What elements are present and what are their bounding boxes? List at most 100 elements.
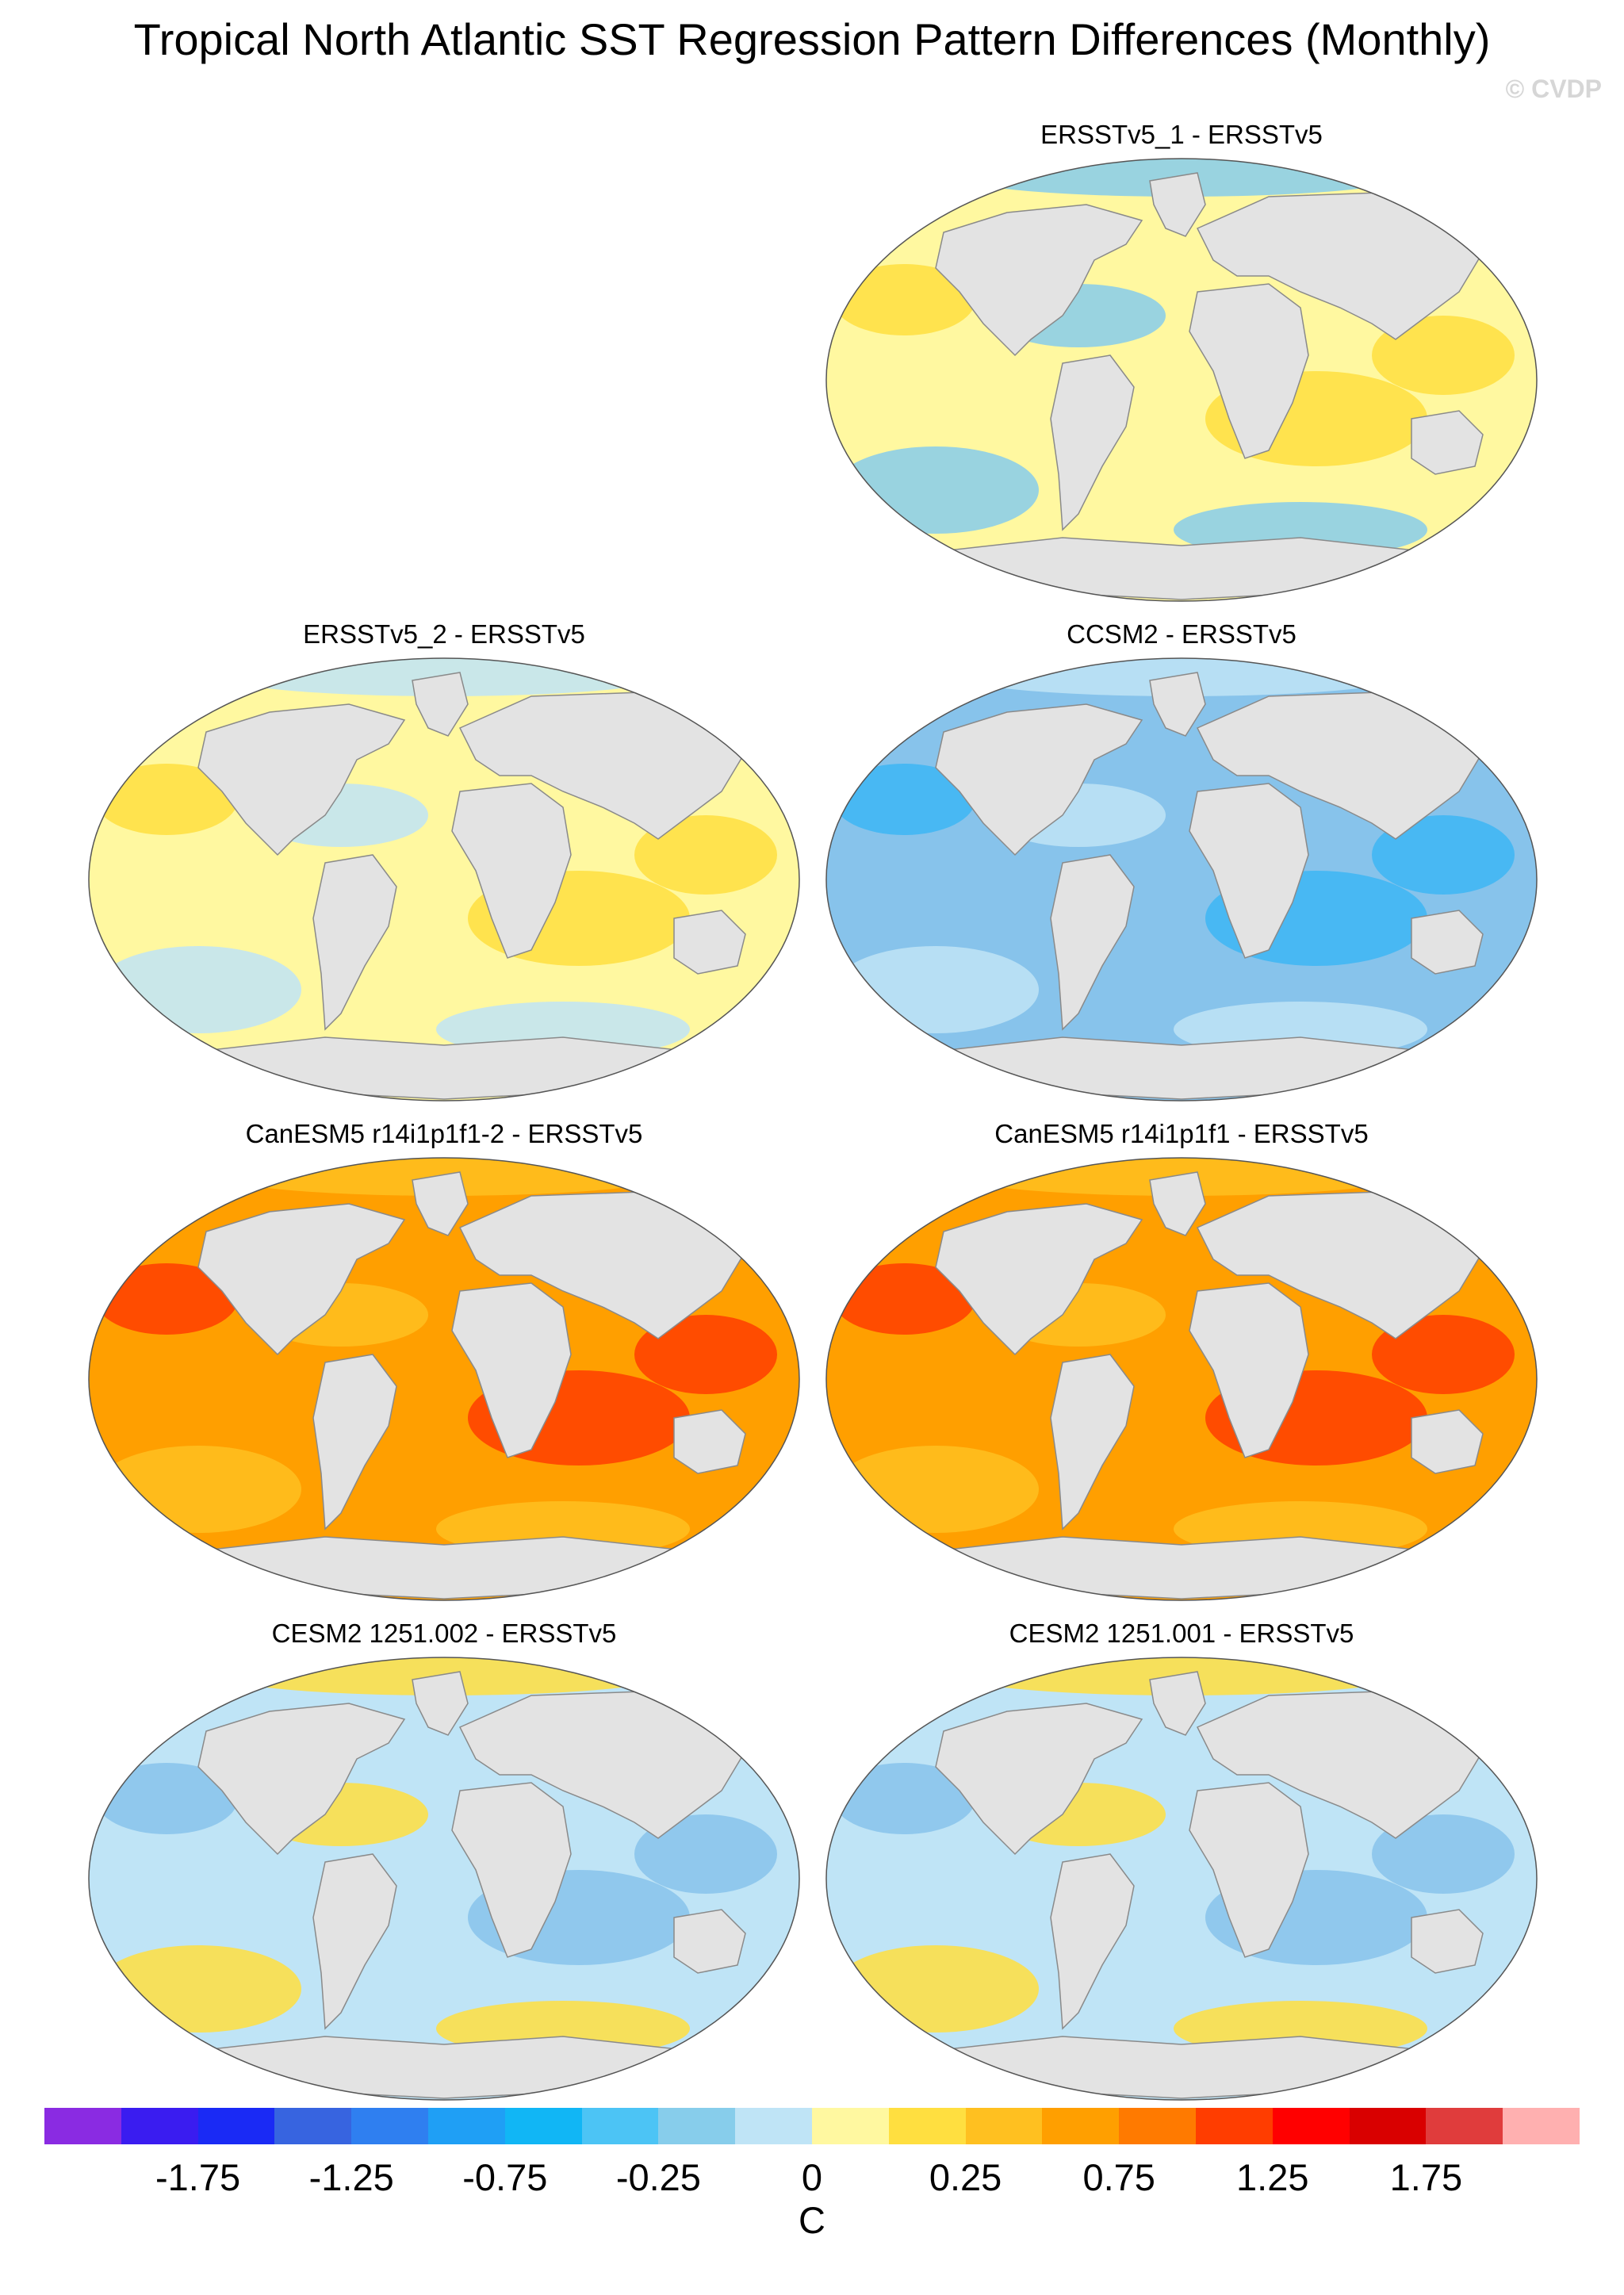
land-mass	[1149, 172, 1206, 237]
world-map	[88, 1157, 800, 1601]
anomaly-region	[95, 1945, 301, 2033]
colorbar-swatch	[1503, 2108, 1580, 2144]
colorbar-swatch	[197, 2108, 275, 2144]
world-map	[825, 1157, 1538, 1601]
anomaly-region	[1372, 1814, 1515, 1894]
colorbar-unit: C	[799, 2199, 825, 2241]
colorbar-swatch	[1272, 2108, 1350, 2144]
colorbar-swatch	[658, 2108, 736, 2144]
land-mass	[1189, 783, 1309, 959]
land-mass	[673, 1409, 746, 1474]
colorbar-swatch	[1349, 2108, 1427, 2144]
panel-title: ERSSTv5_2 - ERSSTv5	[303, 619, 585, 649]
anomaly-region	[1372, 815, 1515, 895]
cvdp-credit: © CVDP	[1505, 75, 1602, 103]
colorbar-tick-label: -1.75	[155, 2156, 241, 2198]
world-map	[825, 1657, 1538, 2101]
land-mass	[412, 672, 469, 737]
anomaly-region	[634, 1814, 777, 1894]
map-panel: CESM2 1251.002 - ERSSTv5	[87, 1618, 801, 2109]
panel-title: CCSM2 - ERSSTv5	[1067, 619, 1297, 649]
panel-title: ERSSTv5_1 - ERSSTv5	[1040, 120, 1323, 149]
anomaly-region	[833, 446, 1039, 534]
land-mass	[935, 204, 1143, 357]
map-panel: CESM2 1251.001 - ERSSTv5	[825, 1618, 1538, 2109]
colorbar-tick-label: 0.25	[929, 2156, 1002, 2198]
map-panel: CanESM5 r14i1p1f1 - ERSSTv5	[825, 1118, 1538, 1610]
land-mass	[197, 703, 406, 856]
land-mass	[412, 1171, 469, 1236]
colorbar-swatch	[581, 2108, 659, 2144]
anomaly-region	[833, 946, 1039, 1033]
anomaly-region	[95, 1446, 301, 1533]
map-panel: CCSM2 - ERSSTv5	[825, 619, 1538, 1110]
anomaly-region	[833, 264, 975, 335]
land-mass	[1149, 672, 1206, 737]
map-panel: ERSSTv5_2 - ERSSTv5	[87, 619, 801, 1110]
colorbar-swatch	[274, 2108, 352, 2144]
colorbar-swatch	[735, 2108, 813, 2144]
colorbar-swatch	[888, 2108, 967, 2144]
colorbar-swatch	[1119, 2108, 1197, 2144]
land-mass	[197, 1203, 406, 1356]
anomaly-region	[833, 1263, 975, 1335]
map-outline	[825, 657, 1538, 1102]
colorbar-swatch	[121, 2108, 199, 2144]
anomaly-region	[95, 946, 301, 1033]
anomaly-region	[95, 764, 238, 835]
land-mass	[1050, 354, 1135, 531]
world-map	[88, 657, 800, 1102]
land-mass	[935, 703, 1143, 856]
land-mass	[1149, 1671, 1206, 1736]
colorbar-tick-label: 1.25	[1236, 2156, 1309, 2198]
land-mass	[180, 2036, 708, 2099]
panel-title: CESM2 1251.001 - ERSSTv5	[1009, 1619, 1354, 1648]
land-mass	[451, 1782, 572, 1958]
colorbar-swatch	[965, 2108, 1043, 2144]
panel-title: CESM2 1251.002 - ERSSTv5	[271, 1619, 617, 1648]
colorbar-swatch	[1426, 2108, 1503, 2144]
colorbar-swatch	[428, 2108, 506, 2144]
map-outline	[88, 657, 800, 1102]
anomaly-region	[95, 1263, 238, 1335]
colorbar-swatch	[1042, 2108, 1120, 2144]
colorbar-swatch	[44, 2108, 122, 2144]
land-mass	[935, 1203, 1143, 1356]
map-outline	[88, 1157, 800, 1601]
anomaly-region	[634, 1315, 777, 1394]
anomaly-region	[833, 1763, 975, 1834]
land-mass	[312, 1853, 397, 2030]
land-mass	[1411, 910, 1484, 975]
land-mass	[917, 1036, 1446, 1100]
anomaly-region	[1372, 316, 1515, 395]
land-mass	[197, 1703, 406, 1856]
colorbar-swatch	[351, 2108, 429, 2144]
land-mass	[412, 1671, 469, 1736]
world-map	[825, 657, 1538, 1102]
anomaly-region	[833, 1446, 1039, 1533]
land-mass	[1149, 1171, 1206, 1236]
map-panel: CanESM5 r14i1p1f1-2 - ERSSTv5	[87, 1118, 801, 1610]
colorbar-tick-label: 0.75	[1082, 2156, 1155, 2198]
colorbar-tick-label: -0.25	[615, 2156, 701, 2198]
land-mass	[1411, 1909, 1484, 1974]
land-mass	[1050, 1354, 1135, 1531]
land-mass	[1050, 854, 1135, 1031]
land-mass	[1189, 1782, 1309, 1958]
land-mass	[312, 1354, 397, 1531]
land-mass	[1189, 1282, 1309, 1458]
land-mass	[1189, 283, 1309, 459]
land-mass	[1411, 410, 1484, 475]
land-mass	[917, 2036, 1446, 2099]
land-mass	[917, 1536, 1446, 1600]
colorbar-swatch	[504, 2108, 583, 2144]
land-mass	[312, 854, 397, 1031]
land-mass	[180, 1536, 708, 1600]
colorbar-swatch	[1196, 2108, 1274, 2144]
anomaly-region	[634, 815, 777, 895]
colorbar-tick-label: 0	[801, 2156, 823, 2198]
land-mass	[917, 537, 1446, 600]
anomaly-region	[1372, 1315, 1515, 1394]
panel-title: CanESM5 r14i1p1f1 - ERSSTv5	[994, 1119, 1369, 1148]
land-mass	[935, 1703, 1143, 1856]
